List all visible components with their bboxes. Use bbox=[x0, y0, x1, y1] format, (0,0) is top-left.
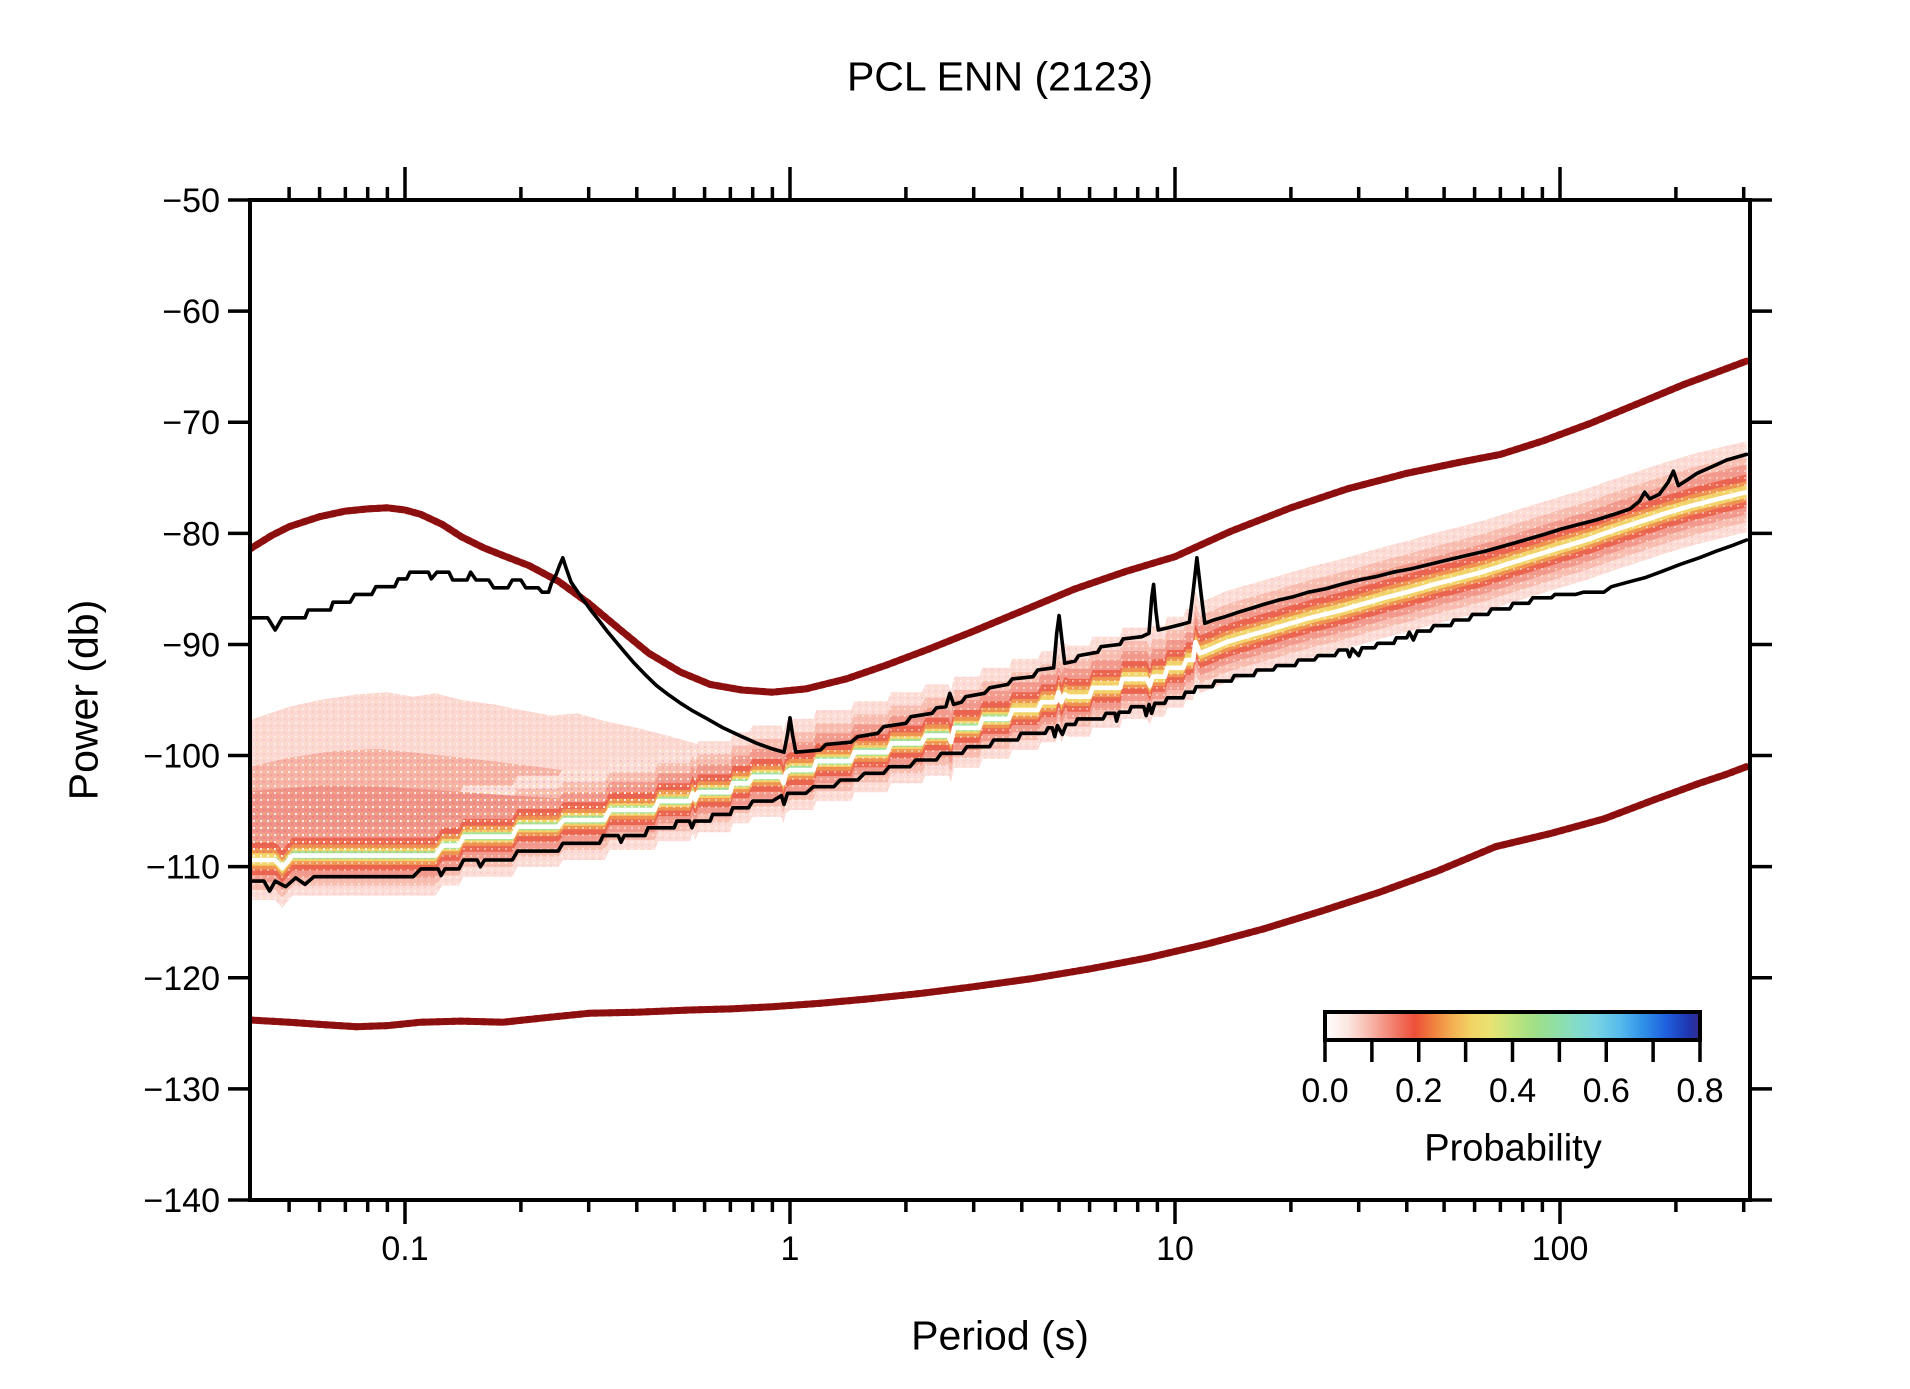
colorbar-tick-label: 0.4 bbox=[1489, 1072, 1536, 1110]
colorbar-tick-label: 0.0 bbox=[1301, 1072, 1348, 1110]
min-curve-line bbox=[252, 538, 1748, 893]
colorbar-tick-label: 0.8 bbox=[1676, 1072, 1723, 1110]
plot-frame bbox=[248, 198, 1752, 1202]
y-tick-label: −90 bbox=[162, 626, 220, 664]
x-axis-title: Period (s) bbox=[911, 1312, 1089, 1359]
plot-content bbox=[252, 357, 1748, 1031]
mode-curve-line bbox=[252, 489, 1748, 871]
pdf-cloud-texture bbox=[252, 748, 675, 865]
colorbar-gradient bbox=[1325, 1012, 1700, 1040]
colorbar-title: Probability bbox=[1424, 1127, 1602, 1170]
page-title: PCL ENN (2123) bbox=[846, 53, 1154, 100]
y-tick-label: −50 bbox=[162, 182, 220, 220]
colorbar-tick-label: 0.6 bbox=[1583, 1072, 1630, 1110]
y-tick-label: −70 bbox=[162, 404, 220, 442]
axes-frame: 0.1 1 10 100 −50 −60 −70 −80 −90 −100 −110 −120 −130… bbox=[143, 167, 1772, 1268]
max-curve-line bbox=[252, 452, 1748, 755]
x-tick-label: 1 bbox=[781, 1230, 800, 1268]
x-tick-label: 100 bbox=[1532, 1230, 1589, 1268]
low-noise-model-line bbox=[252, 763, 1748, 1031]
colorbar-tick-label: 0.2 bbox=[1395, 1072, 1442, 1110]
y-tick-label: −80 bbox=[162, 515, 220, 553]
y-tick-label: −130 bbox=[143, 1071, 220, 1109]
x-tick-label: 0.1 bbox=[381, 1230, 428, 1268]
y-tick-label: −110 bbox=[146, 849, 220, 887]
colorbar-frame bbox=[1323, 1010, 1702, 1042]
colorbar bbox=[1323, 1010, 1702, 1062]
y-tick-label: −60 bbox=[162, 293, 220, 331]
x-tick-label: 10 bbox=[1156, 1230, 1194, 1268]
y-tick-label: −120 bbox=[143, 960, 220, 998]
y-tick-label: −100 bbox=[143, 738, 220, 776]
y-axis-title: Power (db) bbox=[60, 599, 107, 801]
y-tick-label: −140 bbox=[143, 1182, 220, 1220]
high-noise-model-line bbox=[252, 357, 1748, 696]
